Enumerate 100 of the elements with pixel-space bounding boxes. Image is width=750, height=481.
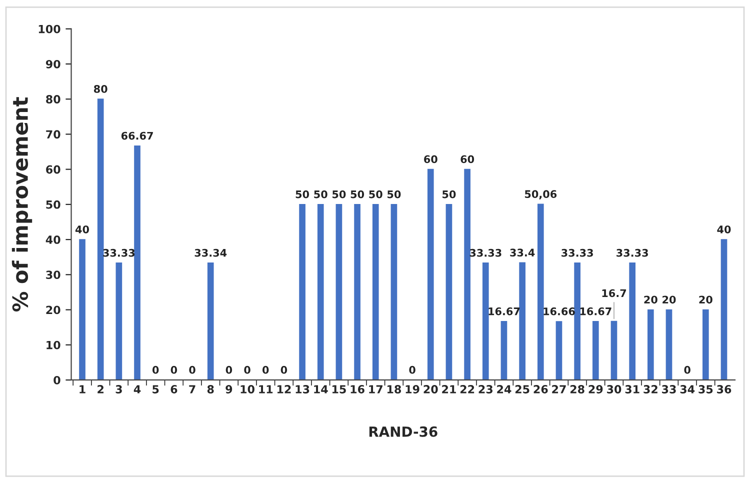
x-axis-title: RAND-36 [369, 426, 438, 437]
x-tick-label: 4 [134, 385, 141, 394]
y-tick-label: 100 [38, 24, 60, 34]
data-label: 16.7 [602, 289, 626, 298]
data-label: 0 [280, 366, 288, 374]
bar [317, 204, 324, 380]
x-tick-label: 27 [552, 385, 566, 394]
x-tick-label: 13 [296, 385, 310, 394]
x-tick-label: 15 [332, 385, 346, 394]
x-tick-label: 35 [698, 385, 713, 394]
x-tick-label: 22 [460, 385, 474, 394]
x-tick-label: 34 [680, 385, 695, 394]
data-label: 0 [189, 366, 196, 374]
bar [299, 204, 306, 380]
data-label: 50 [332, 190, 346, 198]
bar [556, 321, 562, 380]
y-tick-label: 10 [46, 340, 60, 350]
bar [372, 204, 379, 380]
bar [610, 320, 618, 380]
x-tick-label: 32 [644, 385, 658, 394]
bar [79, 239, 86, 380]
data-label: 0 [170, 366, 178, 374]
y-tick-label: 30 [46, 270, 60, 280]
bar [629, 262, 636, 380]
data-label: 60 [424, 155, 438, 164]
x-tick-label: 19 [406, 385, 420, 394]
data-label: 66.67 [121, 132, 153, 140]
x-tick-label: 3 [116, 385, 122, 394]
x-tick-label: 14 [314, 385, 328, 394]
x-tick-label: 36 [717, 385, 732, 394]
y-axis-title: % of improvement [12, 97, 32, 312]
bar [427, 168, 434, 380]
y-tick-label: 0 [54, 376, 60, 384]
data-label: 0 [409, 366, 416, 374]
data-label: 20 [644, 296, 658, 304]
x-tick-label: 29 [588, 385, 603, 394]
data-label: 50 [369, 190, 382, 198]
x-tick-label: 10 [240, 385, 254, 394]
bar [537, 204, 544, 380]
data-label: 50 [442, 190, 456, 198]
data-label: 60 [460, 155, 474, 164]
bar [702, 309, 709, 380]
data-label: 33.33 [616, 248, 648, 257]
x-tick-label: 21 [442, 385, 456, 394]
bar [519, 262, 526, 380]
x-tick-label: 6 [170, 385, 178, 394]
bar [647, 309, 654, 380]
bar [482, 262, 489, 380]
data-label: 33.4 [510, 248, 535, 257]
bar [500, 321, 508, 380]
x-tick-label: 12 [277, 385, 291, 394]
bar [464, 168, 470, 380]
bar [720, 239, 728, 380]
bar [97, 98, 104, 380]
bar [592, 321, 599, 380]
data-label: 40 [717, 225, 731, 234]
bar [116, 262, 122, 380]
data-label: 20 [699, 296, 712, 304]
data-label: 50 [296, 190, 310, 198]
x-tick-label: 24 [497, 385, 512, 394]
bar [134, 145, 140, 380]
x-tick-label: 2 [98, 385, 104, 394]
y-tick-label: 90 [46, 60, 60, 68]
bar [336, 204, 342, 380]
data-label: 50 [388, 190, 401, 198]
x-tick-label: 1 [80, 385, 86, 394]
data-label: 50 [314, 190, 328, 198]
bar [666, 309, 672, 380]
bar [390, 204, 398, 380]
y-tick-label: 80 [46, 95, 60, 104]
x-tick-label: 9 [226, 385, 232, 394]
data-label: 50,06 [524, 190, 557, 200]
x-tick-label: 20 [424, 385, 438, 394]
x-tick-label: 33 [662, 385, 676, 394]
data-label: 20 [662, 296, 676, 304]
x-tick-label: 11 [259, 385, 273, 394]
x-tick-label: 28 [570, 385, 584, 394]
data-label: 0 [244, 366, 250, 374]
data-label: 0 [226, 366, 232, 374]
data-label: 33.34 [194, 248, 227, 257]
y-tick-label: 40 [46, 236, 60, 244]
bar [354, 204, 360, 380]
x-tick-label: 26 [534, 385, 548, 394]
data-label: 33.33 [562, 248, 593, 257]
bar [446, 204, 452, 380]
bar [574, 262, 580, 380]
data-label: 40 [75, 225, 89, 234]
x-tick-label: 25 [515, 385, 530, 394]
data-label: 50 [350, 190, 364, 198]
x-tick-label: 30 [606, 385, 622, 394]
x-tick-label: 23 [478, 385, 492, 394]
x-tick-label: 5 [152, 385, 159, 394]
y-tick-label: 70 [46, 130, 60, 139]
x-tick-label: 17 [369, 385, 382, 394]
data-label: 80 [94, 85, 108, 93]
x-tick-label: 7 [189, 385, 196, 394]
y-tick-label: 60 [46, 165, 60, 174]
y-tick-label: 20 [46, 306, 60, 314]
data-label: 0 [684, 366, 690, 374]
bar [207, 262, 214, 380]
